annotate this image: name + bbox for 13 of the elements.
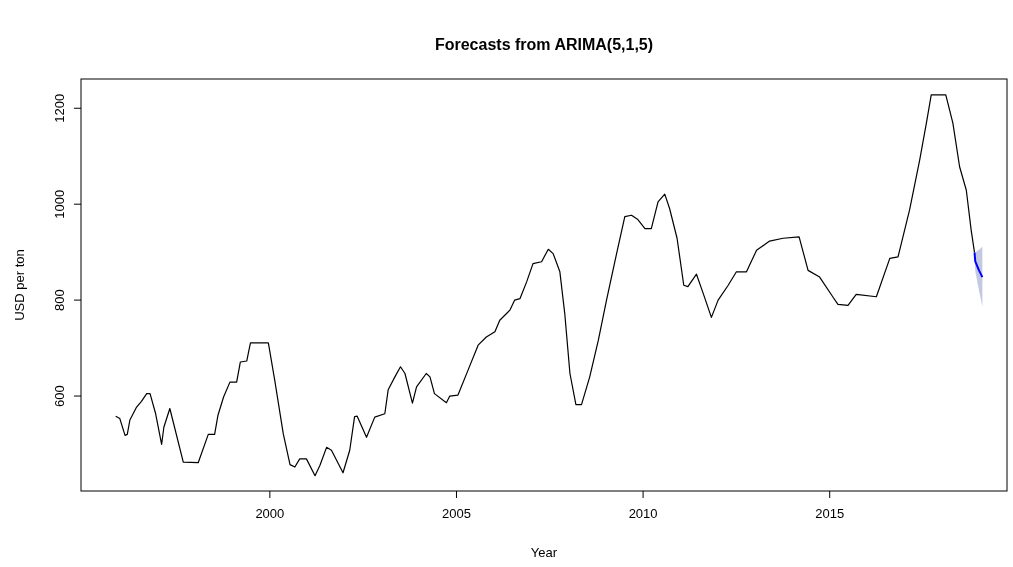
- y-tick-label: 1200: [52, 93, 67, 123]
- line-series: [973, 251, 984, 279]
- x-tick-label: 2010: [628, 506, 658, 521]
- x-axis-title: Year: [530, 545, 558, 560]
- x-tick-label: 2000: [255, 506, 285, 521]
- y-axis-title: USD per ton: [12, 249, 27, 321]
- y-tick-label: 1000: [52, 189, 67, 219]
- x-tick-label: 2015: [815, 506, 845, 521]
- line-series: [115, 94, 976, 477]
- chart-title: Forecasts from ARIMA(5,1,5): [434, 36, 654, 53]
- x-tick-label: 2005: [442, 506, 471, 521]
- y-tick-label: 800: [52, 289, 67, 311]
- y-tick-label: 600: [52, 385, 67, 407]
